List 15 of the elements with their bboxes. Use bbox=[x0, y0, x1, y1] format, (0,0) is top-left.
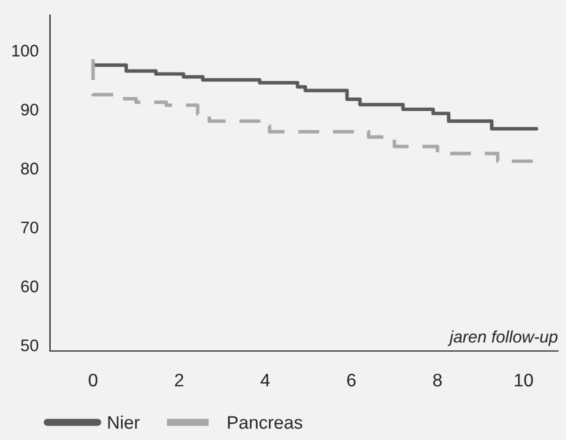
x-tick-label: 4 bbox=[260, 374, 270, 386]
y-tick-label: 70 bbox=[21, 222, 38, 234]
y-tick-label: 80 bbox=[21, 162, 38, 174]
x-tick-label: 0 bbox=[88, 374, 98, 386]
y-tick-label: 90 bbox=[21, 104, 38, 116]
y-tick-label: 60 bbox=[21, 280, 38, 292]
legend-label: Pancreas bbox=[228, 416, 302, 429]
y-tick-label: 100 bbox=[12, 44, 38, 57]
legend-label: Nier bbox=[108, 416, 140, 429]
x-tick-label: 8 bbox=[433, 374, 442, 386]
y-tick-label: 50 bbox=[21, 340, 38, 352]
x-tick-label: 2 bbox=[175, 374, 184, 386]
x-tick-label: 10 bbox=[514, 374, 533, 386]
x-tick-label: 6 bbox=[347, 374, 356, 386]
x-axis-title: jaren follow-up bbox=[448, 330, 558, 346]
